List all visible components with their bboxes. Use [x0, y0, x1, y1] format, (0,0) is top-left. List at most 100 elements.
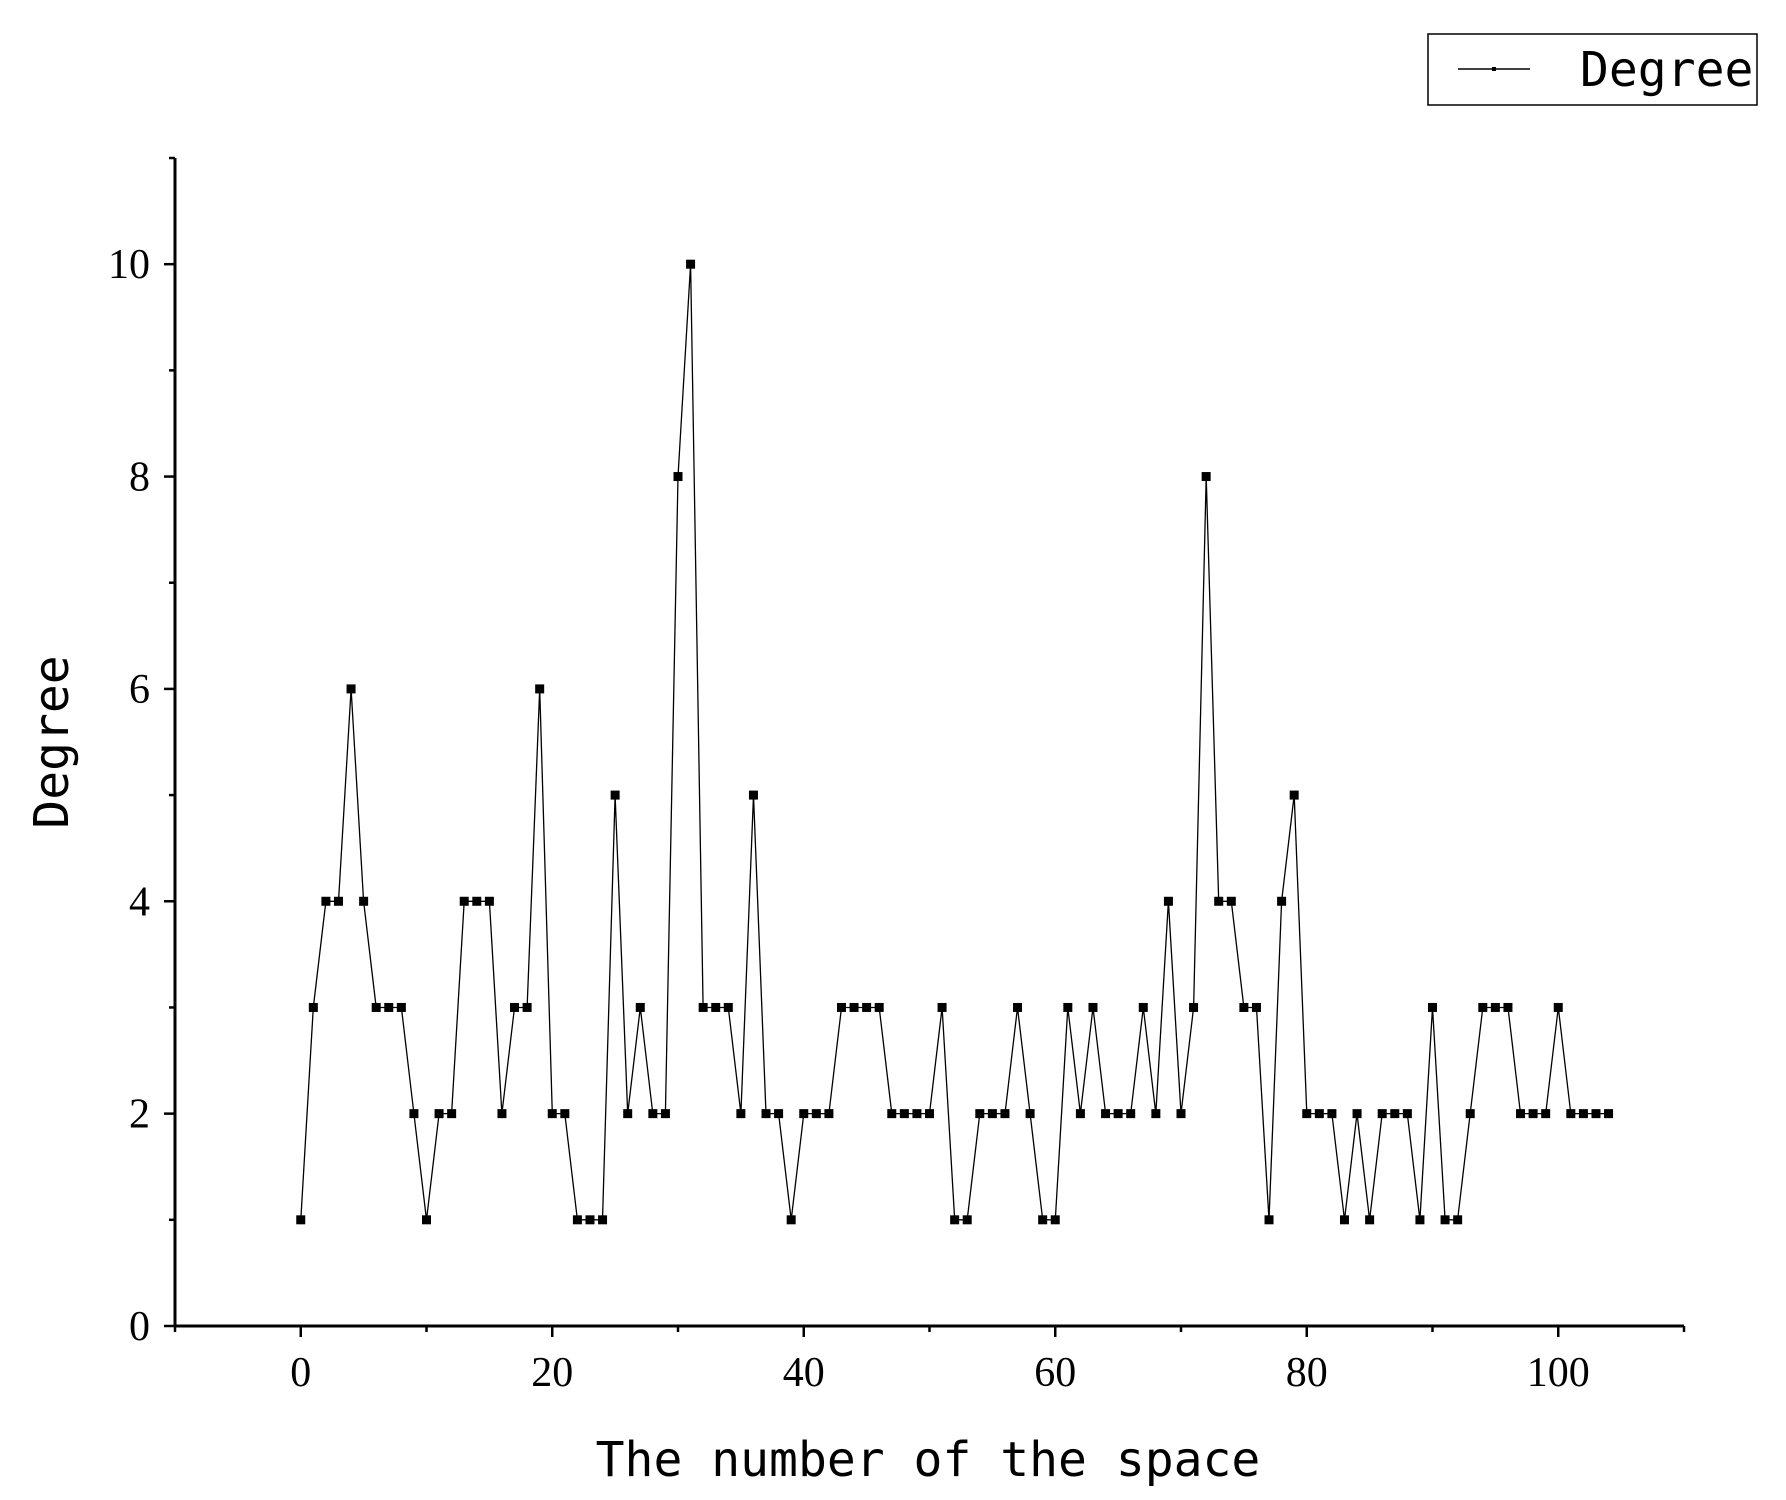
data-point — [1025, 1109, 1035, 1119]
data-point — [497, 1109, 507, 1119]
y-axis-title: Degree — [24, 655, 80, 828]
data-point — [1189, 1002, 1199, 1012]
data-point — [321, 896, 331, 906]
data-point — [1302, 1109, 1312, 1119]
data-point — [484, 896, 494, 906]
data-point — [422, 1215, 431, 1225]
data-point — [874, 1002, 884, 1012]
data-point — [1088, 1002, 1098, 1012]
data-point — [1050, 1215, 1060, 1225]
data-point — [346, 684, 356, 694]
series-line — [300, 263, 1609, 1221]
data-point — [975, 1109, 985, 1119]
data-point — [1314, 1109, 1324, 1119]
data-point — [1541, 1109, 1551, 1119]
y-tick-label: 4 — [129, 879, 150, 925]
data-point — [748, 790, 758, 800]
data-point — [723, 1002, 733, 1012]
y-tick-label: 6 — [129, 667, 150, 713]
data-point — [384, 1002, 394, 1012]
data-point — [660, 1109, 670, 1119]
data-point — [1138, 1002, 1148, 1012]
data-point — [836, 1002, 846, 1012]
data-point — [1465, 1109, 1475, 1119]
data-point — [950, 1215, 960, 1225]
data-point — [1553, 1002, 1563, 1012]
data-point — [1000, 1109, 1010, 1119]
data-point — [296, 1215, 306, 1225]
data-point — [711, 1002, 721, 1012]
data-point — [1566, 1109, 1576, 1119]
data-point — [862, 1002, 872, 1012]
data-point — [811, 1109, 821, 1119]
series-layer — [296, 259, 1614, 1225]
data-point — [899, 1109, 909, 1119]
data-point — [535, 684, 545, 694]
data-point — [1214, 896, 1224, 906]
data-point — [736, 1109, 746, 1119]
y-tick-label: 8 — [129, 455, 150, 501]
data-point — [648, 1109, 658, 1119]
legend-marker-sample — [1492, 67, 1496, 71]
data-point — [1377, 1109, 1387, 1119]
data-point — [1277, 896, 1287, 906]
data-point — [1528, 1109, 1538, 1119]
data-point — [447, 1109, 457, 1119]
legend-label: Degree — [1580, 42, 1753, 98]
data-point — [434, 1109, 444, 1119]
data-point — [623, 1109, 633, 1119]
data-point — [1390, 1109, 1400, 1119]
data-point — [1264, 1215, 1274, 1225]
data-point — [409, 1109, 419, 1119]
data-point — [673, 472, 683, 482]
data-point — [1352, 1109, 1362, 1119]
data-point — [799, 1109, 809, 1119]
data-point — [522, 1002, 532, 1012]
data-point — [1289, 790, 1299, 800]
y-tick-label: 2 — [129, 1092, 150, 1138]
data-point — [1415, 1215, 1425, 1225]
data-point — [1339, 1215, 1349, 1225]
data-point — [396, 1002, 406, 1012]
data-point — [1201, 472, 1211, 482]
data-point — [635, 1002, 645, 1012]
data-point — [1591, 1109, 1601, 1119]
data-point — [1226, 896, 1236, 906]
ticks: 0 20 40 60 80 100 0 2 4 6 8 10 — [108, 156, 1686, 1396]
x-tick-label: 60 — [1034, 1350, 1076, 1396]
data-point — [824, 1109, 834, 1119]
data-point — [887, 1109, 897, 1119]
data-point — [585, 1215, 595, 1225]
data-point — [1239, 1002, 1249, 1012]
data-point — [925, 1109, 934, 1119]
data-point — [459, 896, 469, 906]
data-point — [761, 1109, 771, 1119]
data-point — [308, 1002, 318, 1012]
data-point — [1516, 1109, 1526, 1119]
data-point — [1478, 1002, 1488, 1012]
data-point — [1038, 1215, 1048, 1225]
data-point — [698, 1002, 708, 1012]
data-point — [987, 1109, 997, 1119]
data-point — [937, 1002, 947, 1012]
data-point — [1176, 1109, 1186, 1119]
data-point — [1327, 1109, 1337, 1119]
data-point — [333, 896, 343, 906]
x-tick-label: 40 — [783, 1350, 825, 1396]
data-point — [774, 1109, 784, 1119]
data-point — [1075, 1109, 1085, 1119]
y-tick-label: 10 — [108, 242, 150, 288]
data-point — [1503, 1002, 1513, 1012]
data-point — [1063, 1002, 1073, 1012]
data-point — [1163, 896, 1173, 906]
data-point — [1440, 1215, 1450, 1225]
data-point — [1428, 1002, 1437, 1012]
data-point — [1365, 1215, 1375, 1225]
data-point — [359, 896, 369, 906]
x-axis-title: The number of the space — [596, 1432, 1261, 1488]
x-tick-label: 20 — [531, 1350, 573, 1396]
axes — [173, 158, 1684, 1328]
data-point — [560, 1109, 570, 1119]
data-point — [1151, 1109, 1161, 1119]
